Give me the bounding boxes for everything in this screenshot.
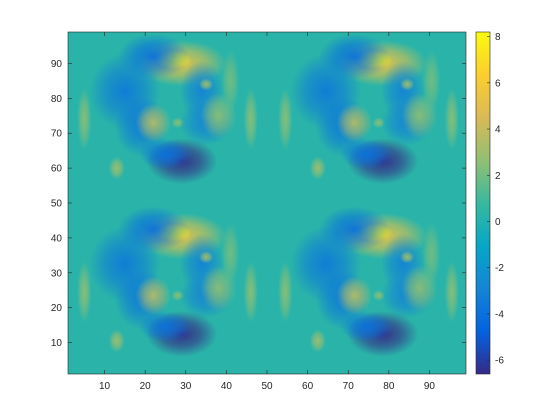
heatmap-blob xyxy=(138,138,193,170)
heatmap-blob xyxy=(336,276,373,315)
heatmap-spot xyxy=(422,50,441,112)
heatmap-spot xyxy=(278,261,293,323)
heatmap-spot xyxy=(221,222,240,285)
heatmap-blob xyxy=(135,103,172,142)
x-tick-label: 10 xyxy=(99,381,111,392)
x-tick-label: 80 xyxy=(383,381,395,392)
x-tick-label: 40 xyxy=(221,381,233,392)
heatmap-spot xyxy=(243,88,258,150)
x-tick-label: 60 xyxy=(302,381,314,392)
x-tick-label: 90 xyxy=(424,381,436,392)
heatmap-image xyxy=(77,33,459,357)
y-tick-label: 80 xyxy=(51,94,63,105)
heatmap-blob xyxy=(339,311,394,343)
heatmap-axes: 10 20 30 40 50 60 70 80 90 10 20 30 40 50 60 70 80 90 xyxy=(51,31,467,392)
colorbar-tick-label: 2 xyxy=(495,171,501,182)
colorbar-tick-label: 8 xyxy=(495,32,501,43)
colorbar-tick-label: 6 xyxy=(495,78,501,89)
heatmap-spot xyxy=(171,290,184,301)
heatmap-spot xyxy=(422,222,441,285)
heatmap-spot xyxy=(399,250,415,264)
heatmap-spot xyxy=(198,250,214,264)
y-tick-label: 10 xyxy=(51,338,63,349)
y-tick-label: 30 xyxy=(51,268,63,279)
colorbar-tick-label: 0 xyxy=(495,217,501,228)
y-tick-label: 90 xyxy=(51,59,63,70)
y-axis: 10 20 30 40 50 60 70 80 90 xyxy=(51,59,466,349)
x-tick-label: 30 xyxy=(180,381,192,392)
colorbar-tick-label: -2 xyxy=(495,263,504,274)
heatmap-spot xyxy=(221,50,240,112)
heatmap-spot xyxy=(444,88,459,150)
y-tick-label: 20 xyxy=(51,303,63,314)
colorbar-tick-label: 4 xyxy=(495,125,501,136)
heatmap-spot xyxy=(108,329,125,353)
colorbar-fill xyxy=(475,31,491,375)
heatmap-spot xyxy=(77,261,92,323)
heatmap-blob xyxy=(138,311,193,343)
heatmap-spot xyxy=(278,88,293,150)
heatmap-spot xyxy=(243,261,258,323)
y-tick-label: 50 xyxy=(51,199,63,210)
y-tick-label: 40 xyxy=(51,233,63,244)
heatmap-spot xyxy=(171,117,184,129)
heatmap-blob xyxy=(339,138,394,170)
heatmap-spot xyxy=(372,117,385,129)
heatmap-blob xyxy=(336,103,373,142)
y-tick-label: 60 xyxy=(51,164,63,175)
colorbar: -6 -4 -2 0 2 4 6 8 xyxy=(475,31,504,375)
heatmap-spot xyxy=(198,78,214,91)
colorbar-tick-label: -6 xyxy=(495,356,504,367)
heatmap-spot xyxy=(444,261,459,323)
colorbar-ticks: -6 -4 -2 0 2 4 6 8 xyxy=(487,32,504,367)
heatmap-spot xyxy=(108,156,125,180)
heatmap-spot xyxy=(372,290,385,301)
x-tick-label: 50 xyxy=(261,381,273,392)
heatmap-blob xyxy=(135,276,172,315)
x-tick-label: 70 xyxy=(343,381,355,392)
colorbar-tick-label: -4 xyxy=(495,309,504,320)
heatmap-spot xyxy=(309,329,326,353)
heatmap-spot xyxy=(309,156,326,180)
x-axis: 10 20 30 40 50 60 70 80 90 xyxy=(99,32,435,392)
x-tick-label: 20 xyxy=(140,381,152,392)
heatmap-spot xyxy=(77,88,92,150)
y-tick-label: 70 xyxy=(51,129,63,140)
heatmap-spot xyxy=(399,78,415,91)
